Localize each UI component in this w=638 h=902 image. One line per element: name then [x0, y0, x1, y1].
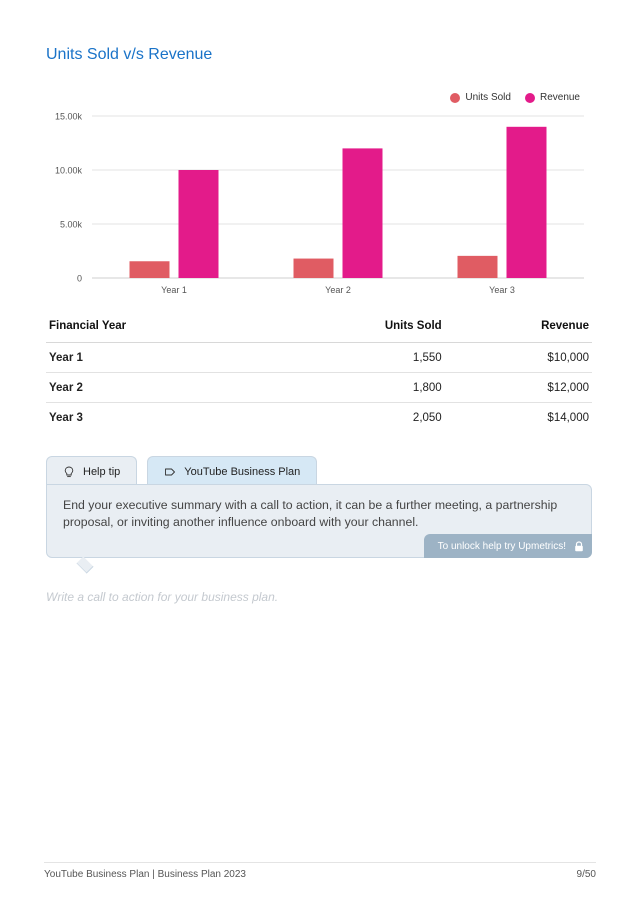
- chart-legend: Units Sold Revenue: [450, 92, 580, 103]
- cell-units-sold: 1,550: [273, 342, 445, 373]
- legend-label-units-sold: Units Sold: [465, 92, 511, 103]
- financial-table: Financial Year Units Sold Revenue Year 1…: [46, 312, 592, 433]
- tab-youtube-business-plan[interactable]: YouTube Business Plan: [147, 456, 318, 486]
- bar-chart: Units Sold Revenue 0 5.00k 10.00k 15.00k Yea…: [46, 84, 592, 304]
- footer-document-title: YouTube Business Plan | Business Plan 20…: [44, 869, 246, 880]
- bar-revenue: [506, 126, 547, 278]
- help-tip-box: End your executive summary with a call t…: [46, 484, 592, 574]
- y-tick-label: 15.00k: [55, 112, 83, 122]
- call-to-action-input[interactable]: Write a call to action for your business…: [46, 590, 279, 604]
- y-tick-label: 5.00k: [60, 220, 83, 230]
- tab-help-tip-label: Help tip: [83, 465, 121, 478]
- legend-label-revenue: Revenue: [539, 92, 580, 103]
- bar-revenue: [342, 148, 383, 278]
- lock-icon: [575, 540, 583, 551]
- chart-plot-area: 0 5.00k 10.00k 15.00k Year 1 Year 2 Year 3: [55, 112, 584, 295]
- lightbulb-icon: [64, 466, 74, 477]
- bar-units-sold: [457, 255, 498, 278]
- cell-units-sold: 1,800: [273, 372, 445, 403]
- table-row: Year 3 2,050 $14,000: [46, 403, 592, 433]
- bar-units-sold: [129, 261, 170, 278]
- cell-year: Year 1: [46, 342, 274, 373]
- tag-icon: [165, 468, 176, 475]
- cell-year: Year 3: [49, 411, 83, 424]
- cell-units-sold: 2,050: [412, 411, 442, 424]
- legend-dot-units-sold: [450, 92, 461, 103]
- x-tick-label: Year 3: [489, 285, 515, 295]
- legend-item-units-sold[interactable]: Units Sold: [450, 92, 511, 103]
- tab-plan-label: YouTube Business Plan: [184, 465, 301, 478]
- header-financial-year: Financial Year: [46, 312, 274, 343]
- header-units-sold: Units Sold: [273, 312, 445, 343]
- help-tabs: Help tip YouTube Business Plan: [46, 456, 318, 486]
- bar-units-sold: [293, 258, 334, 278]
- y-tick-label: 0: [77, 274, 82, 284]
- page-title: Units Sold v/s Revenue: [46, 46, 213, 63]
- help-box-pointer: [76, 556, 94, 574]
- bar-revenue: [178, 170, 219, 278]
- unlock-help-label: To unlock help try Upmetrics!: [437, 540, 566, 552]
- legend-dot-revenue: [524, 92, 535, 103]
- tab-help-tip[interactable]: Help tip: [46, 456, 138, 486]
- help-tip-text: End your executive summary with a call t…: [63, 498, 558, 529]
- legend-item-revenue[interactable]: Revenue: [524, 92, 580, 103]
- x-tick-label: Year 2: [325, 285, 351, 295]
- y-tick-label: 10.00k: [55, 166, 83, 176]
- cell-revenue: $12,000: [444, 372, 592, 403]
- unlock-help-button[interactable]: To unlock help try Upmetrics!: [423, 534, 592, 558]
- header-revenue: Revenue: [444, 312, 592, 343]
- footer-page-number: 9/50: [576, 869, 596, 880]
- table-row: Year 2 1,800 $12,000: [46, 372, 592, 403]
- cell-revenue: $14,000: [547, 411, 589, 424]
- x-tick-label: Year 1: [161, 285, 187, 295]
- cell-year: Year 2: [46, 372, 274, 403]
- table-header-row: Financial Year Units Sold Revenue: [46, 312, 592, 343]
- page-footer: YouTube Business Plan | Business Plan 20…: [44, 862, 596, 880]
- table-row: Year 1 1,550 $10,000: [46, 342, 592, 373]
- cell-revenue: $10,000: [444, 342, 592, 373]
